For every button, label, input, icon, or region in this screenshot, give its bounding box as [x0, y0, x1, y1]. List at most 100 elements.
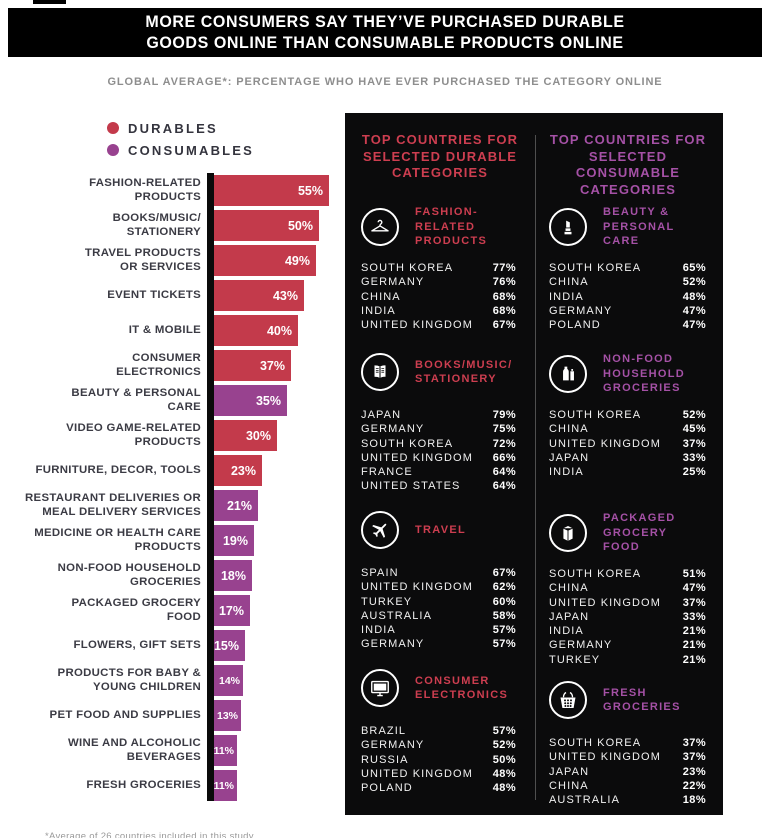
category-header: PACKAGED GROCERY FOOD	[549, 511, 706, 555]
chart-row: BOOKS/MUSIC/STATIONERY 50%	[0, 208, 345, 243]
country-name: JAPAN	[549, 765, 590, 778]
category-header: NON-FOOD HOUSEHOLD GROCERIES	[549, 352, 706, 396]
country-row: JAPAN 33%	[549, 452, 706, 466]
country-name: SPAIN	[361, 567, 399, 579]
country-value: 47%	[682, 319, 706, 331]
bar: 30%	[214, 420, 277, 451]
country-value: 62%	[492, 581, 516, 594]
country-row: CHINA 52%	[549, 276, 706, 290]
country-value: 45%	[682, 423, 706, 436]
bar-value: 15%	[213, 638, 239, 653]
bar: 14%	[214, 665, 243, 696]
chart-row: WINE AND ALCOHOLIC BEVERAGES 11%	[0, 733, 345, 768]
country-name: CHINA	[549, 276, 589, 289]
country-list: SPAIN 67% UNITED KINGDOM 62% TURKEY 60% AUSTRA…	[361, 567, 516, 653]
bar-value: 18%	[220, 568, 246, 583]
book-icon	[361, 353, 399, 391]
bar: 19%	[214, 525, 254, 556]
country-value: 64%	[492, 480, 516, 493]
country-value: 37%	[682, 596, 706, 609]
country-row: CHINA 68%	[361, 291, 516, 305]
legend-label-consumables: CONSUMABLES	[128, 142, 255, 158]
bar-label: EVENT TICKETS	[107, 288, 201, 301]
country-value: 33%	[682, 451, 706, 464]
bar: 21%	[214, 490, 258, 521]
column-divider	[535, 135, 536, 800]
chart-row: IT & MOBILE 40%	[0, 313, 345, 348]
country-name: JAPAN	[549, 451, 590, 464]
footnote: *Average of 26 countries included in thi…	[45, 831, 254, 838]
country-row: POLAND 47%	[549, 319, 706, 333]
country-row: INDIA 57%	[361, 624, 516, 638]
legend: DURABLES CONSUMABLES	[107, 117, 254, 161]
country-row: JAPAN 79%	[361, 409, 516, 423]
country-name: UNITED KINGDOM	[361, 581, 473, 594]
country-name: AUSTRALIA	[549, 794, 621, 806]
country-value: 48%	[492, 767, 516, 780]
country-row: UNITED KINGDOM 37%	[549, 597, 706, 611]
bar-value: 35%	[255, 393, 281, 408]
column-heading-line: CATEGORIES	[580, 181, 676, 197]
bar-label: PRODUCTS FOR BABY & YOUNG CHILDREN	[57, 667, 201, 693]
chart-row: TRAVEL PRODUCTS OR SERVICES 49%	[0, 243, 345, 278]
title-line-1: MORE CONSUMERS SAY THEY’VE PURCHASED DUR…	[145, 13, 625, 31]
country-value: 57%	[492, 638, 516, 651]
category-title: NON-FOOD HOUSEHOLD GROCERIES	[603, 353, 685, 394]
chart-row: FLOWERS, GIFT SETS 15%	[0, 628, 345, 663]
chart-row: EVENT TICKETS 43%	[0, 278, 345, 313]
bar-value: 23%	[230, 463, 256, 478]
country-list: SOUTH KOREA 37% UNITED KINGDOM 37% JAPAN 23% C…	[549, 737, 706, 808]
hanger-icon	[361, 207, 399, 246]
chart-row: FURNITURE, DECOR, TOOLS 23%	[0, 453, 345, 488]
country-value: 76%	[492, 276, 516, 289]
country-name: GERMANY	[361, 739, 425, 752]
column-heading-line: TOP COUNTRIES FOR	[361, 132, 519, 147]
country-row: GERMANY 47%	[549, 305, 706, 319]
country-list: BRAZIL 57% GERMANY 52% RUSSIA 50% UNITED KINGD…	[361, 725, 516, 796]
consumables-dot-icon	[107, 144, 119, 156]
country-name: FRANCE	[361, 466, 413, 478]
country-value: 22%	[682, 779, 706, 792]
country-value: 47%	[682, 304, 706, 317]
country-row: INDIA 21%	[549, 625, 706, 639]
country-row: UNITED STATES 64%	[361, 480, 516, 494]
country-name: UNITED KINGDOM	[361, 767, 473, 780]
country-name: CHINA	[549, 779, 589, 792]
bar: 35%	[214, 385, 287, 416]
country-value: 57%	[492, 624, 516, 636]
country-name: SOUTH KOREA	[549, 737, 642, 749]
title-line-2: GOODS ONLINE THAN CONSUMABLE PRODUCTS ON…	[146, 33, 624, 52]
category-header: BOOKS/MUSIC/STATIONERY	[361, 352, 516, 392]
column-heading-line: CATEGORIES	[392, 165, 488, 180]
country-row: GERMANY 52%	[361, 739, 516, 753]
country-row: GERMANY 57%	[361, 638, 516, 652]
bar-label: FLOWERS, GIFT SETS	[73, 638, 201, 651]
chart-row: CONSUMER ELECTRONICS 37%	[0, 348, 345, 383]
country-row: INDIA 68%	[361, 305, 516, 319]
durables-column-heading: TOP COUNTRIES FOR SELECTED DURABLE CATEGOR…	[352, 132, 528, 182]
country-list: SOUTH KOREA 52% CHINA 45% UNITED KINGDOM 37% J…	[549, 409, 706, 480]
category-header: CONSUMER ELECTRONICS	[361, 668, 516, 708]
country-row: CHINA 45%	[549, 423, 706, 437]
chart-row: FASHION-RELATED PRODUCTS 55%	[0, 173, 345, 208]
category-header: FASHION-RELATED PRODUCTS	[361, 205, 516, 249]
legend-item-consumables: CONSUMABLES	[107, 139, 254, 161]
top-countries-panel: TOP COUNTRIES FOR SELECTED DURABLE CATEGOR…	[345, 113, 723, 815]
chart-row: PACKAGED GROCERY FOOD 17%	[0, 593, 345, 628]
bar-value: 21%	[226, 498, 252, 513]
column-heading-line: TOP COUNTRIES FOR	[549, 132, 707, 147]
country-name: UNITED STATES	[361, 480, 461, 493]
category-title: CONSUMER ELECTRONICS	[415, 674, 509, 702]
bar: 43%	[214, 280, 304, 311]
country-value: 23%	[682, 765, 706, 778]
country-row: SOUTH KOREA 52%	[549, 409, 706, 423]
chart-row: FRESH GROCERIES 11%	[0, 768, 345, 803]
country-row: BRAZIL 57%	[361, 725, 516, 739]
chart-row: BEAUTY & PERSONAL CARE 35%	[0, 383, 345, 418]
chart-row: VIDEO GAME-RELATED PRODUCTS 30%	[0, 418, 345, 453]
country-row: SOUTH KOREA 72%	[361, 438, 516, 452]
bar: 50%	[214, 210, 319, 241]
country-row: CHINA 47%	[549, 582, 706, 596]
country-value: 65%	[682, 262, 706, 274]
country-row: UNITED KINGDOM 67%	[361, 319, 516, 333]
